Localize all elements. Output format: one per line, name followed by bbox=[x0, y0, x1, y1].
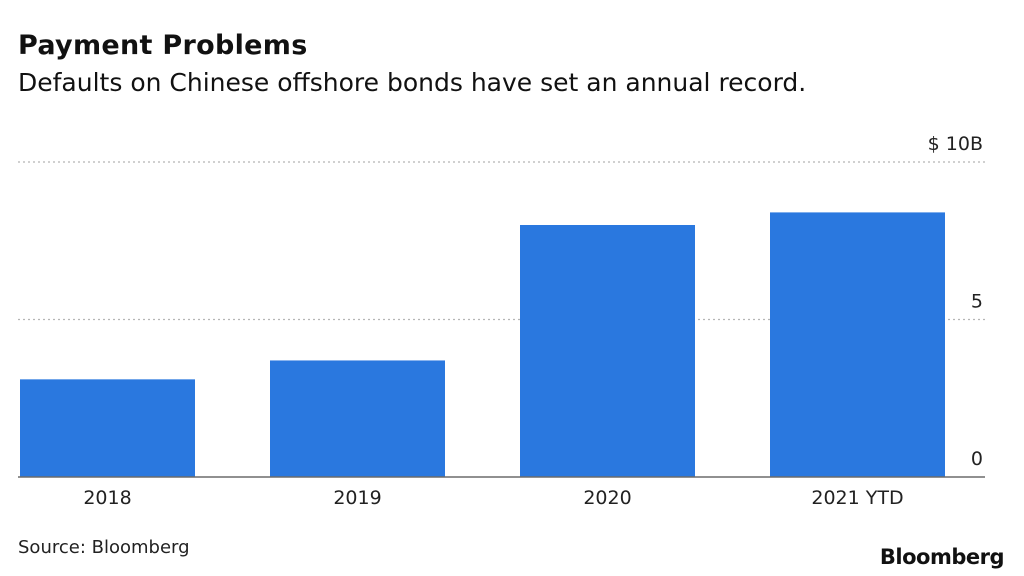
y-tick-label: $ 10B bbox=[928, 133, 983, 155]
y-tick-label: 0 bbox=[971, 448, 983, 470]
x-tick-label: 2018 bbox=[83, 487, 131, 509]
bar bbox=[770, 212, 945, 477]
source-note: Source: Bloomberg bbox=[18, 537, 190, 558]
bar bbox=[520, 225, 695, 477]
bar bbox=[270, 360, 445, 477]
x-tick-label: 2020 bbox=[583, 487, 631, 509]
chart-title: Payment Problems bbox=[18, 30, 308, 61]
x-tick-label: 2021 YTD bbox=[811, 487, 903, 509]
bar bbox=[20, 379, 195, 477]
x-tick-label: 2019 bbox=[333, 487, 381, 509]
bloomberg-logo: Bloomberg bbox=[879, 545, 1005, 569]
chart-subtitle: Defaults on Chinese offshore bonds have … bbox=[18, 68, 807, 97]
y-tick-label: 5 bbox=[971, 291, 983, 313]
